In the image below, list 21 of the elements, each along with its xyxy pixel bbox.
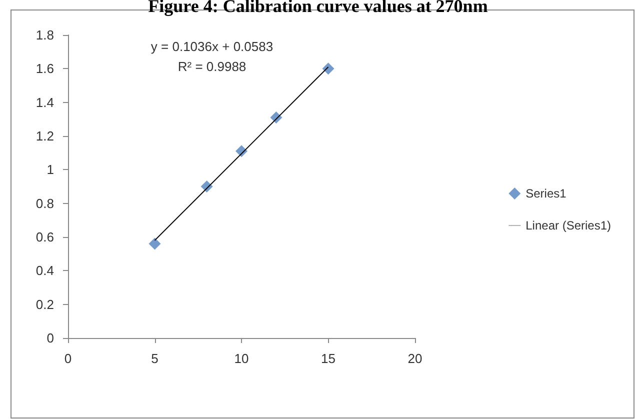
y-tick-label: 0.2 xyxy=(36,296,54,312)
y-tick-label: 1.8 xyxy=(36,28,54,42)
y-tick-label: 1.2 xyxy=(36,128,54,144)
annotation: R² = 0.9988 xyxy=(178,59,246,74)
legend-label: Series1 xyxy=(526,186,567,200)
y-tick-label: 0.4 xyxy=(36,263,54,278)
y-tick-label: 0 xyxy=(46,330,54,346)
annotation: y = 0.1036x + 0.0583 xyxy=(150,39,274,54)
y-tick-label: 1 xyxy=(46,162,54,178)
point xyxy=(322,62,334,75)
legend-label: Linear (Series1) xyxy=(526,218,612,232)
x-tick-label: 10 xyxy=(234,351,249,366)
y-tick-label: 0.6 xyxy=(36,230,54,244)
y-tick-label: 1.6 xyxy=(36,61,54,76)
point xyxy=(148,238,161,250)
x-tick-label: 0 xyxy=(64,351,72,366)
x-tick-label: 15 xyxy=(321,351,336,366)
x-tick-label: 20 xyxy=(408,351,422,366)
x-tick-label: 5 xyxy=(151,351,158,366)
y-tick-label: 1.4 xyxy=(36,94,54,110)
y-tick-label: 0.8 xyxy=(36,196,54,211)
